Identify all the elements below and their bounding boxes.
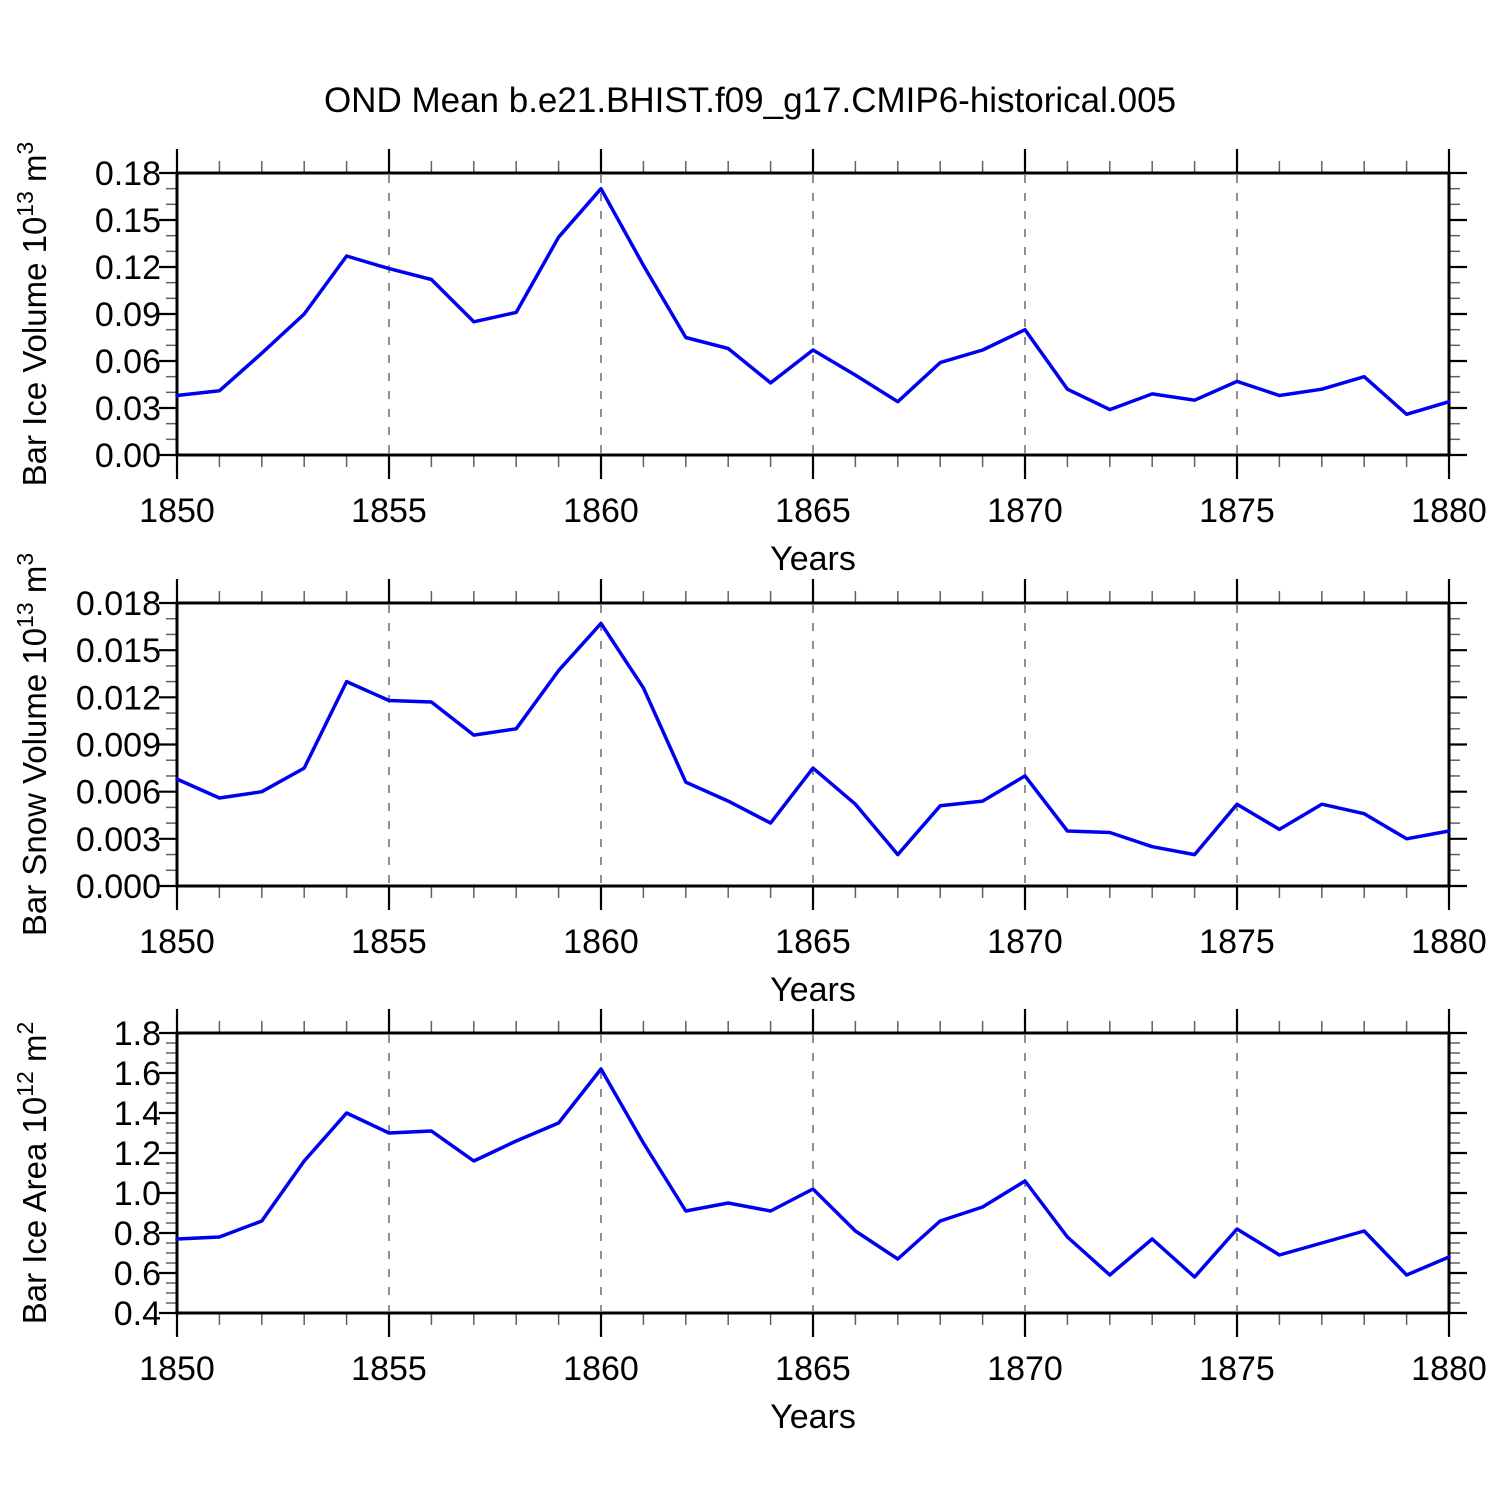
y-tick-label: 0.03 [95,390,161,428]
page-title: OND Mean b.e21.BHIST.f09_g17.CMIP6-histo… [324,81,1176,120]
y-axis-title-superscript: 3 [12,553,38,566]
x-tick-label: 1880 [1411,1350,1487,1388]
y-axis-title-text: m [16,154,53,191]
y-tick-label: 0.006 [76,774,161,812]
y-axis-title: Bar Ice Volume 1013 m3 [12,142,53,487]
y-axis-title: Bar Ice Area 1012 m2 [12,1022,53,1325]
plot-frame [175,171,1451,457]
y-tick-label: 0.000 [76,868,161,906]
y-axis-title-text: Bar Snow Volume 10 [16,628,53,936]
x-tick-label: 1860 [563,1350,639,1388]
y-tick-label: 1.6 [114,1055,161,1093]
x-tick-label: 1855 [351,492,427,530]
y-tick-label: 0.8 [114,1215,161,1253]
y-tick-label: 0.06 [95,343,161,381]
y-tick-label: 1.8 [114,1015,161,1053]
x-tick-label: 1850 [139,923,215,961]
x-tick-label: 1880 [1411,492,1487,530]
x-tick-label: 1865 [775,1350,851,1388]
plot-frame [175,601,1451,888]
panel-ice-volume: 0.00 0.03 0.06 0.09 0.12 0.15 0.18 1850 1855 1860… [12,142,1487,578]
x-axis-title: Years [770,971,856,1009]
y-tick-label: 0.09 [95,296,161,334]
y-tick-label: 0.009 [76,727,161,765]
y-axis-title: Bar Snow Volume 1013 m3 [12,553,53,936]
x-tick-label: 1860 [563,923,639,961]
y-axis-title-text: Bar Ice Volume 10 [16,217,53,487]
x-tick-label: 1855 [351,923,427,961]
y-tick-label: 1.0 [114,1175,161,1213]
x-tick-label: 1860 [563,492,639,530]
y-tick-label: 0.012 [76,679,161,717]
x-tick-label: 1870 [987,923,1063,961]
y-axis-title-superscript: 3 [12,142,38,155]
x-tick-label: 1875 [1199,923,1275,961]
y-axis-title-text: m [16,1035,53,1072]
y-tick-label: 0.00 [95,437,161,475]
y-tick-label: 1.4 [114,1095,161,1133]
x-axis-title: Years [770,1398,856,1436]
y-axis-title-superscript: 2 [12,1022,38,1035]
y-axis-title-text: m [16,566,53,603]
panel-ice-area: 0.40.60.81.01.21.41.61.8 1850 1855 1860 1865… [12,1009,1487,1436]
y-axis-title-superscript: 13 [12,602,38,628]
y-tick-label: 0.4 [114,1295,161,1333]
x-tick-label: 1865 [775,492,851,530]
x-axis-title: Years [770,540,856,578]
data-line-snow-volume [175,621,1451,857]
y-tick-label: 0.15 [95,202,161,240]
data-line-ice-volume [175,186,1451,417]
x-tick-label: 1875 [1199,492,1275,530]
x-tick-label: 1870 [987,1350,1063,1388]
y-tick-label: 0.018 [76,585,161,623]
x-tick-label: 1875 [1199,1350,1275,1388]
x-tick-label: 1850 [139,492,215,530]
y-tick-label: 0.003 [76,821,161,859]
x-tick-label: 1865 [775,923,851,961]
data-line-ice-area [175,1067,1451,1279]
y-tick-label: 0.6 [114,1255,161,1293]
plot-frame [175,1031,1451,1315]
y-axis-title-superscript: 12 [12,1071,38,1097]
panel-snow-volume: 0.000 0.003 0.006 0.009 0.012 0.015 0.018 1850 1… [12,553,1487,1009]
x-tick-label: 1880 [1411,923,1487,961]
y-axis-title-superscript: 13 [12,191,38,217]
x-tick-label: 1855 [351,1350,427,1388]
y-tick-label: 0.12 [95,249,161,287]
x-tick-label: 1850 [139,1350,215,1388]
y-axis-title-text: Bar Ice Area 10 [16,1097,53,1324]
y-tick-label: 0.18 [95,155,161,193]
panels: 0.00 0.03 0.06 0.09 0.12 0.15 0.18 1850 1855 1860… [12,142,1487,1436]
y-tick-label: 0.015 [76,632,161,670]
x-tick-label: 1870 [987,492,1063,530]
y-tick-label: 1.2 [114,1135,161,1173]
